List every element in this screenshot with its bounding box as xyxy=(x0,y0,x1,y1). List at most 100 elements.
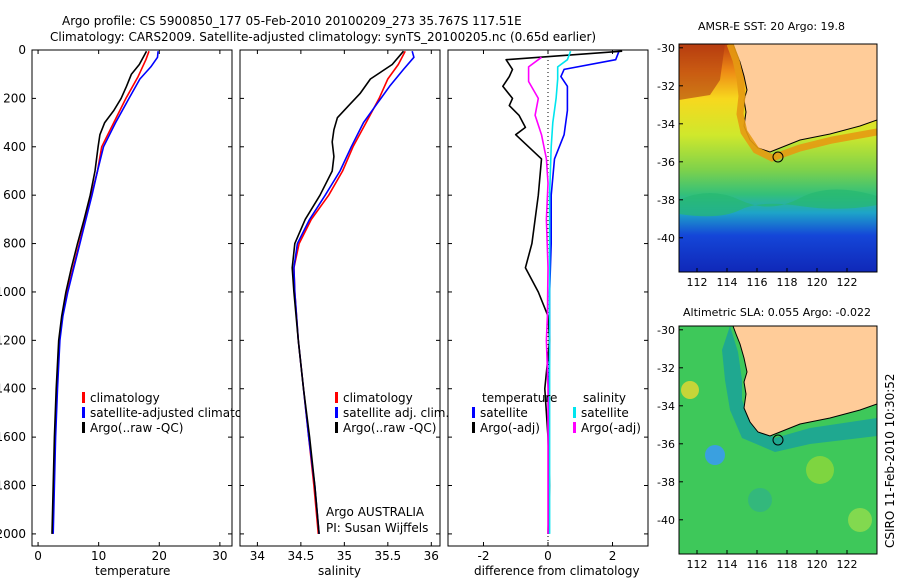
legend-label: Argo(..raw -QC) xyxy=(343,421,436,435)
sst-map-frame xyxy=(678,43,878,273)
sst-front xyxy=(679,189,877,217)
difference-legend: temperature salinity satellite Argo(-adj… xyxy=(472,391,641,435)
salinity-lines xyxy=(291,50,415,534)
map-x-tick-label: 114 xyxy=(717,558,738,571)
temperature-ticks: 0 10 20 30 0 200 400 600 800 1000 1200 1400 1600 1800… xyxy=(0,43,232,563)
figure-title-line1: Argo profile: CS 5900850_177 05-Feb-2010… xyxy=(62,14,522,28)
map-y-tick-label: -30 xyxy=(657,324,675,337)
temperature-axes-frame xyxy=(31,49,233,547)
x-tick-label: -2 xyxy=(477,549,489,563)
y-tick-label: 600 xyxy=(3,188,26,202)
sst-map-ticks: 112 114 116 118 120 122 -30 -32 -34 -36 -38 -40 xyxy=(657,42,857,289)
y-tick-label: 0 xyxy=(18,43,26,57)
sla-high-eddy xyxy=(848,508,872,532)
map-y-tick-label: -40 xyxy=(657,232,675,245)
map-y-tick-label: -32 xyxy=(657,362,675,375)
x-tick-label: 2 xyxy=(609,549,617,563)
legend-label: Argo(-adj) xyxy=(480,421,540,435)
x-tick-label: 34.5 xyxy=(288,549,315,563)
map-x-tick-label: 116 xyxy=(747,558,768,571)
legend-title-temperature: temperature xyxy=(482,391,557,405)
series-line-salinity-argo-adj xyxy=(527,56,549,534)
y-tick-label: 400 xyxy=(3,140,26,154)
legend-label: satellite xyxy=(581,406,629,420)
map-y-tick-label: -34 xyxy=(657,400,675,413)
salinity-xlabel: salinity xyxy=(318,564,361,578)
map-x-tick-label: 118 xyxy=(777,276,798,289)
salinity-legend: climatology satellite adj. clim. Argo(..… xyxy=(335,391,449,435)
legend-label: climatology xyxy=(343,391,413,405)
map-x-tick-label: 114 xyxy=(717,276,738,289)
map-x-tick-label: 112 xyxy=(687,276,708,289)
sla-low-eddy xyxy=(748,488,772,512)
legend-title-salinity: salinity xyxy=(583,391,626,405)
land-mass xyxy=(732,326,877,437)
y-tick-label: 800 xyxy=(3,237,26,251)
map-x-tick-label: 118 xyxy=(777,558,798,571)
map-x-tick-label: 112 xyxy=(687,558,708,571)
temperature-legend: climatology satellite-adjusted climatolo… xyxy=(82,391,268,435)
legend-swatch-sal-argo xyxy=(573,422,576,433)
map-y-tick-label: -36 xyxy=(657,438,675,451)
series-line-satellite-adjusted-climatology xyxy=(52,51,159,534)
temperature-xlabel: temperature xyxy=(95,564,170,578)
credit-agency: Argo AUSTRALIA xyxy=(326,505,425,519)
salinity-axes-frame xyxy=(239,49,441,547)
difference-ticks: -2 0 2 xyxy=(448,49,648,563)
sla-map: Altimetric SLA: 0.055 Argo: -0.022 112 11… xyxy=(657,306,878,571)
map-y-tick-label: -36 xyxy=(657,156,675,169)
salinity-ticks: 34 34.5 35 35.5 36 xyxy=(240,49,440,563)
x-tick-label: 10 xyxy=(91,549,106,563)
y-tick-label: 1400 xyxy=(0,382,26,396)
x-tick-label: 35.5 xyxy=(374,549,401,563)
legend-swatch-argo xyxy=(82,422,85,433)
y-tick-label: 1200 xyxy=(0,333,26,347)
y-tick-label: 200 xyxy=(3,91,26,105)
coastal-warm-band xyxy=(726,44,877,162)
x-tick-label: 35 xyxy=(337,549,352,563)
legend-swatch-temp-satellite xyxy=(472,407,475,418)
map-y-tick-label: -38 xyxy=(657,476,675,489)
x-tick-label: 0 xyxy=(544,549,552,563)
map-y-tick-label: -32 xyxy=(657,80,675,93)
legend-label: satellite-adjusted climatology xyxy=(90,406,268,420)
legend-swatch-satellite xyxy=(335,407,338,418)
difference-panel: -2 0 2 difference from climatology tempera… xyxy=(447,49,649,578)
legend-label: climatology xyxy=(90,391,160,405)
x-tick-label: 0 xyxy=(34,549,42,563)
legend-label: satellite xyxy=(480,406,528,420)
sst-warm-patch xyxy=(679,44,725,100)
x-tick-label: 30 xyxy=(212,549,227,563)
difference-xlabel: difference from climatology xyxy=(474,564,640,578)
argo-location-marker xyxy=(772,434,784,446)
x-tick-label: 34 xyxy=(250,549,265,563)
sla-map-title: Altimetric SLA: 0.055 Argo: -0.022 xyxy=(683,306,871,319)
y-tick-label: 1800 xyxy=(0,479,26,493)
map-y-tick-label: -38 xyxy=(657,194,675,207)
map-y-tick-label: -40 xyxy=(657,514,675,527)
legend-label: satellite adj. clim. xyxy=(343,406,449,420)
legend-swatch-satellite xyxy=(82,407,85,418)
sla-map-ticks: 112 114 116 118 120 122 -30 -32 -34 -36 -38 -40 xyxy=(657,324,857,571)
sla-high-eddy xyxy=(681,381,699,399)
series-line-argo-raw-qc xyxy=(51,50,148,534)
temperature-lines xyxy=(51,50,159,534)
map-y-tick-label: -30 xyxy=(657,42,675,55)
legend-label: Argo(-adj) xyxy=(581,421,641,435)
difference-lines xyxy=(502,50,623,534)
credit-pi: PI: Susan Wijffels xyxy=(326,521,428,535)
argo-location-marker xyxy=(772,151,784,163)
legend-swatch-temp-argo xyxy=(472,422,475,433)
legend-label: Argo(..raw -QC) xyxy=(90,421,183,435)
figure-title-line2: Climatology: CARS2009. Satellite-adjuste… xyxy=(50,30,596,44)
y-tick-label: 1000 xyxy=(0,285,26,299)
legend-swatch-sal-satellite xyxy=(573,407,576,418)
map-x-tick-label: 122 xyxy=(837,558,858,571)
sla-high-eddy xyxy=(806,456,834,484)
x-tick-label: 20 xyxy=(152,549,167,563)
legend-swatch-argo xyxy=(335,422,338,433)
sla-map-frame xyxy=(678,325,878,555)
map-x-tick-label: 116 xyxy=(747,276,768,289)
salinity-panel: 34 34.5 35 35.5 36 salinity climatology sate… xyxy=(239,49,449,578)
